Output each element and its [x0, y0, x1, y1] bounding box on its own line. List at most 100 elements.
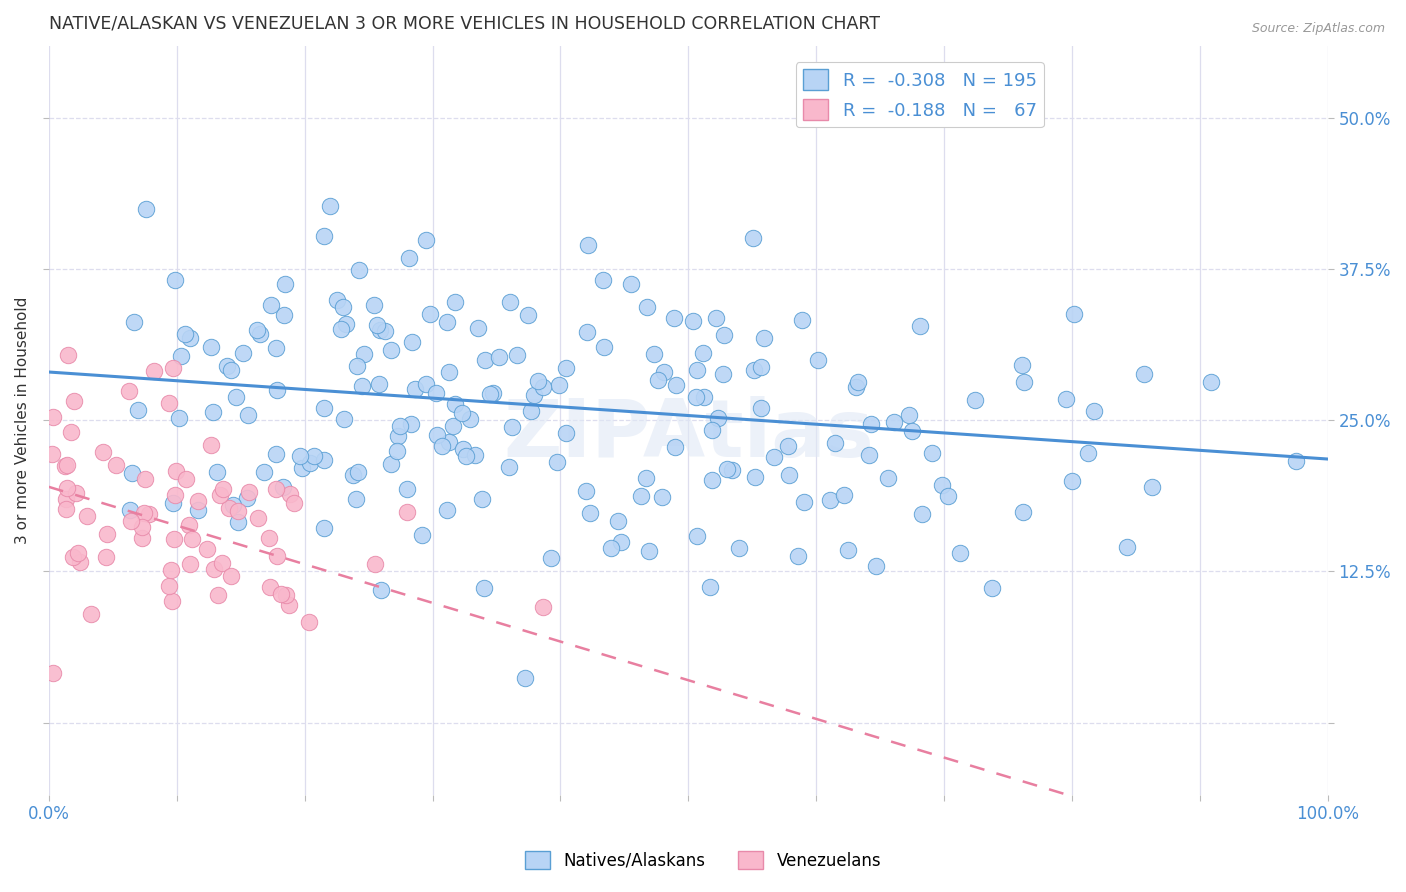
Natives/Alaskans [314, 228, 336, 243]
Venezuelans [531, 600, 554, 615]
Natives/Alaskans [344, 491, 367, 506]
Natives/Alaskans [846, 375, 869, 389]
Natives/Alaskans [793, 495, 815, 509]
Natives/Alaskans [576, 238, 599, 252]
Natives/Alaskans [1011, 358, 1033, 372]
Natives/Alaskans [346, 359, 368, 373]
Natives/Alaskans [728, 541, 751, 555]
Natives/Alaskans [883, 415, 905, 429]
Natives/Alaskans [232, 346, 254, 360]
Venezuelans [134, 506, 156, 520]
Natives/Alaskans [453, 442, 475, 457]
Natives/Alaskans [877, 471, 900, 485]
Natives/Alaskans [370, 582, 392, 597]
Venezuelans [270, 586, 292, 600]
Natives/Alaskans [778, 439, 800, 453]
Venezuelans [257, 531, 280, 545]
Venezuelans [174, 472, 197, 486]
Venezuelans [79, 607, 101, 621]
Natives/Alaskans [225, 390, 247, 404]
Venezuelans [266, 549, 288, 563]
Venezuelans [157, 579, 180, 593]
Natives/Alaskans [665, 377, 688, 392]
Venezuelans [56, 458, 79, 472]
Natives/Alaskans [706, 411, 728, 425]
Natives/Alaskans [592, 273, 614, 287]
Natives/Alaskans [607, 514, 630, 528]
Natives/Alaskans [215, 359, 238, 373]
Venezuelans [55, 481, 77, 495]
Natives/Alaskans [531, 380, 554, 394]
Natives/Alaskans [118, 502, 141, 516]
Natives/Alaskans [236, 408, 259, 422]
Natives/Alaskans [380, 343, 402, 357]
Natives/Alaskans [273, 277, 295, 291]
Natives/Alaskans [464, 448, 486, 462]
Natives/Alaskans [444, 397, 467, 411]
Venezuelans [94, 550, 117, 565]
Natives/Alaskans [721, 463, 744, 477]
Natives/Alaskans [290, 461, 312, 475]
Natives/Alaskans [273, 308, 295, 322]
Natives/Alaskans [901, 425, 924, 439]
Venezuelans [238, 484, 260, 499]
Natives/Alaskans [520, 404, 543, 418]
Natives/Alaskans [290, 449, 312, 463]
Natives/Alaskans [415, 376, 437, 391]
Natives/Alaskans [527, 374, 550, 388]
Natives/Alaskans [163, 273, 186, 287]
Natives/Alaskans [349, 262, 371, 277]
Natives/Alaskans [353, 347, 375, 361]
Natives/Alaskans [367, 376, 389, 391]
Natives/Alaskans [548, 377, 571, 392]
Natives/Alaskans [754, 331, 776, 345]
Natives/Alaskans [488, 350, 510, 364]
Venezuelans [179, 517, 201, 532]
Venezuelans [259, 581, 281, 595]
Natives/Alaskans [630, 489, 652, 503]
Natives/Alaskans [332, 300, 354, 314]
Natives/Alaskans [228, 516, 250, 530]
Venezuelans [207, 589, 229, 603]
Natives/Alaskans [200, 340, 222, 354]
Natives/Alaskans [931, 477, 953, 491]
Natives/Alaskans [1083, 403, 1105, 417]
Natives/Alaskans [399, 417, 422, 432]
Natives/Alaskans [716, 462, 738, 476]
Natives/Alaskans [426, 428, 449, 442]
Natives/Alaskans [700, 423, 723, 437]
Natives/Alaskans [1201, 375, 1223, 389]
Venezuelans [218, 501, 240, 516]
Natives/Alaskans [662, 311, 685, 326]
Natives/Alaskans [122, 315, 145, 329]
Natives/Alaskans [1012, 375, 1035, 389]
Natives/Alaskans [333, 412, 356, 426]
Natives/Alaskans [219, 363, 242, 377]
Y-axis label: 3 or more Vehicles in Household: 3 or more Vehicles in Household [15, 297, 30, 544]
Natives/Alaskans [482, 385, 505, 400]
Natives/Alaskans [173, 326, 195, 341]
Natives/Alaskans [437, 365, 460, 379]
Natives/Alaskans [620, 277, 643, 292]
Natives/Alaskans [436, 503, 458, 517]
Natives/Alaskans [610, 535, 633, 549]
Natives/Alaskans [858, 449, 880, 463]
Natives/Alaskans [643, 347, 665, 361]
Natives/Alaskans [312, 521, 335, 535]
Venezuelans [138, 508, 160, 522]
Natives/Alaskans [121, 466, 143, 480]
Natives/Alaskans [467, 321, 489, 335]
Natives/Alaskans [187, 503, 209, 517]
Venezuelans [163, 488, 186, 502]
Natives/Alaskans [1116, 540, 1139, 554]
Natives/Alaskans [686, 529, 709, 543]
Venezuelans [163, 532, 186, 546]
Natives/Alaskans [253, 465, 276, 479]
Natives/Alaskans [792, 313, 814, 327]
Venezuelans [211, 557, 233, 571]
Venezuelans [246, 511, 269, 525]
Natives/Alaskans [374, 324, 396, 338]
Natives/Alaskans [366, 318, 388, 332]
Natives/Alaskans [554, 426, 576, 441]
Natives/Alaskans [342, 467, 364, 482]
